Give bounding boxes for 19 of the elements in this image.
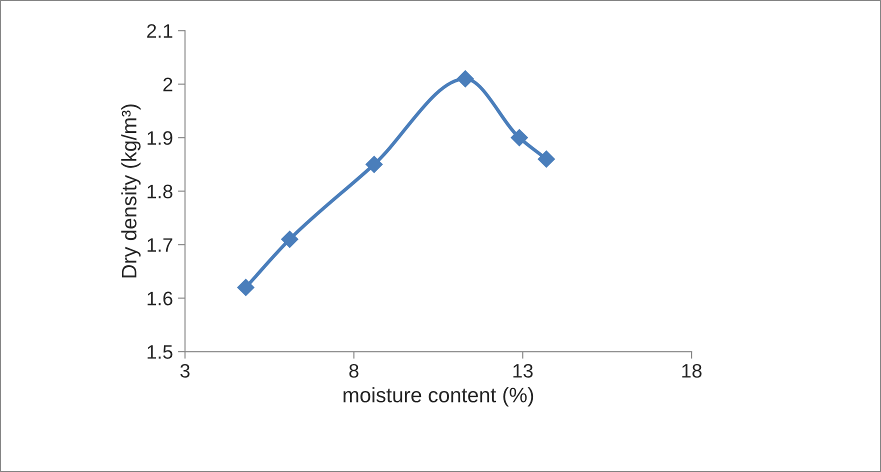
- point: [538, 150, 555, 168]
- y-axis-title: Dry density (kg/m³): [121, 104, 141, 278]
- y-tick-label: 1.8: [148, 184, 172, 198]
- point: [281, 230, 298, 248]
- point: [237, 278, 254, 296]
- x-axis-title: moisture content (%): [344, 387, 534, 407]
- point: [456, 70, 474, 88]
- y-tick-label: 1.6: [148, 292, 172, 306]
- x-tick-label: 8: [349, 364, 358, 378]
- x-tick-label: 13: [513, 364, 533, 378]
- y-tick-label: 1.9: [148, 131, 172, 145]
- y-tick-label: 1.5: [148, 345, 172, 359]
- y-tick-label: 2: [163, 78, 172, 92]
- point: [510, 129, 528, 146]
- point: [366, 156, 383, 173]
- y-tick-label: 2.1: [147, 24, 172, 38]
- y-tick-label: 1.7: [148, 238, 172, 252]
- x-tick-label: 3: [180, 364, 190, 378]
- x-tick-label: 18: [682, 364, 702, 378]
